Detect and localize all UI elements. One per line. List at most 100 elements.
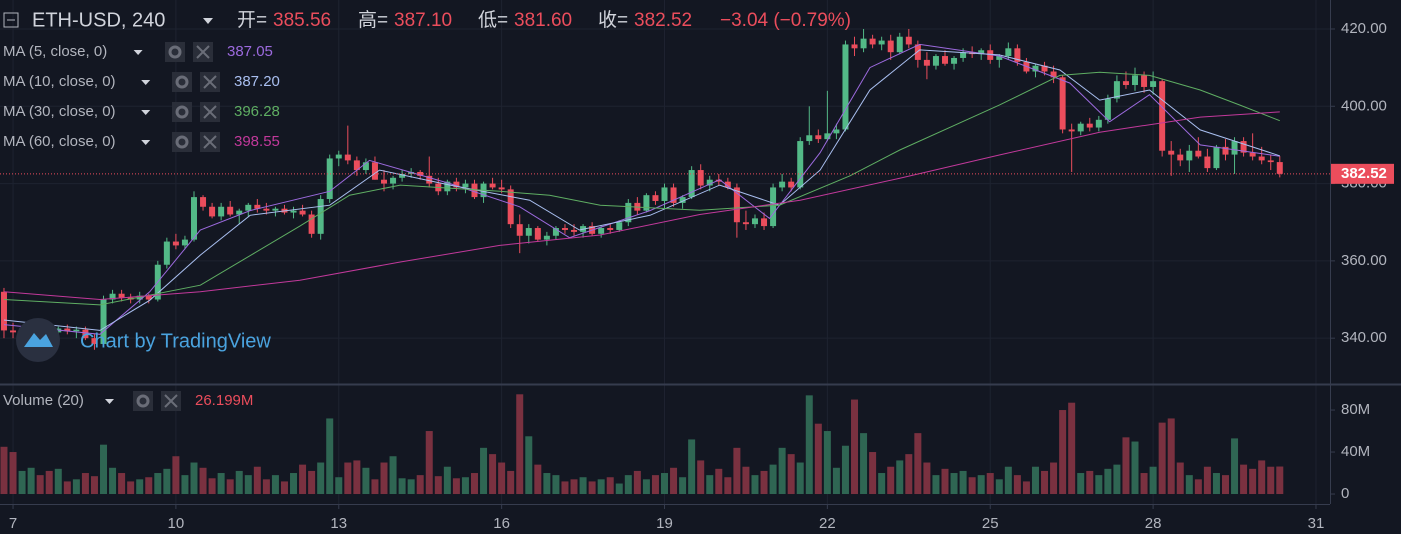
- volume-bar: [615, 483, 623, 495]
- volume-bar: [860, 433, 868, 495]
- settings-button[interactable]: [172, 102, 192, 122]
- volume-bar: [760, 470, 768, 495]
- volume-dropdown[interactable]: [105, 399, 114, 404]
- candle-body: [64, 328, 71, 332]
- x-tick-label: 10: [168, 515, 185, 532]
- volume-bar: [516, 394, 524, 495]
- settings-button[interactable]: [172, 72, 192, 92]
- candle-body: [245, 204, 252, 211]
- candle-body: [462, 183, 469, 188]
- volume-bar: [633, 470, 641, 495]
- candle-body: [1213, 146, 1220, 169]
- volume-bar: [81, 473, 89, 495]
- low-label: 低=: [478, 9, 508, 31]
- volume-bar: [832, 467, 840, 495]
- volume-bar: [235, 470, 243, 495]
- volume-bar: [416, 475, 424, 495]
- volume-name[interactable]: Volume (20): [3, 392, 84, 409]
- volume-bar: [1203, 466, 1211, 495]
- candle-body: [643, 195, 650, 211]
- volume-bar: [995, 479, 1003, 495]
- volume-bar: [434, 476, 442, 495]
- volume-bar: [932, 475, 940, 495]
- ma-name[interactable]: MA (60, close, 0): [3, 133, 116, 150]
- candle-body: [607, 228, 614, 230]
- candle-body: [227, 206, 234, 215]
- x-tick-label: 25: [982, 515, 999, 532]
- volume-bar: [461, 477, 469, 495]
- volume-bar: [986, 473, 994, 495]
- settings-icon: [168, 45, 182, 59]
- candle-body: [625, 202, 632, 223]
- candle-body: [1195, 150, 1202, 157]
- collapse-icon[interactable]: [3, 12, 19, 28]
- candle-body: [941, 56, 948, 64]
- candle-body: [0, 291, 7, 331]
- settings-button[interactable]: [172, 132, 192, 152]
- candle-body: [82, 329, 89, 339]
- volume-bar: [407, 479, 415, 495]
- volume-bar: [751, 475, 759, 495]
- settings-button[interactable]: [165, 42, 185, 62]
- volume-bar: [796, 462, 804, 495]
- candle-body: [951, 57, 958, 64]
- volume-bar: [724, 477, 732, 495]
- volume-bar: [90, 476, 98, 495]
- close-label: 收=: [598, 9, 628, 31]
- candle-body: [571, 229, 578, 232]
- volume-bar: [941, 468, 949, 495]
- settings-button[interactable]: [133, 391, 153, 411]
- x-tick-label: 7: [9, 515, 17, 532]
- volume-bar: [688, 439, 696, 495]
- ma-dropdown[interactable]: [141, 140, 151, 145]
- candle-body: [842, 44, 849, 130]
- volume-bar: [543, 473, 551, 495]
- volume-bar: [1131, 441, 1139, 495]
- volume-bar: [1267, 466, 1275, 495]
- symbol[interactable]: ETH-USD, 240: [32, 9, 165, 31]
- settings-icon: [175, 75, 189, 89]
- volume-bar: [814, 423, 822, 495]
- ma-dropdown[interactable]: [141, 80, 151, 85]
- volume-bar: [1176, 462, 1184, 495]
- volume-bar: [217, 473, 225, 495]
- ma-name[interactable]: MA (30, close, 0): [3, 103, 116, 120]
- x-tick-label: 19: [656, 515, 673, 532]
- candle-body: [978, 50, 985, 55]
- candle-body: [1122, 81, 1129, 86]
- candle-body: [399, 173, 406, 178]
- candle-body: [788, 181, 795, 188]
- candle-body: [751, 218, 758, 225]
- volume-bar: [624, 475, 632, 495]
- ma-dropdown[interactable]: [141, 110, 151, 115]
- high-value: 387.10: [394, 10, 452, 31]
- ma-dropdown[interactable]: [133, 50, 143, 55]
- close-value: 382.52: [634, 10, 692, 31]
- volume-bar: [1068, 402, 1076, 495]
- volume-bar: [1122, 437, 1130, 495]
- volume-bar: [45, 470, 53, 495]
- x-tick-label: 22: [819, 515, 836, 532]
- ma-name[interactable]: MA (10, close, 0): [3, 73, 116, 90]
- volume-bar: [561, 481, 569, 495]
- watermark-icon: [24, 333, 53, 347]
- candle-body: [561, 228, 568, 230]
- candle-body: [1222, 146, 1229, 155]
- candle-body: [1113, 81, 1120, 99]
- candle-body: [190, 197, 197, 240]
- x-tick-label: 31: [1308, 515, 1325, 532]
- close-icon: [203, 135, 217, 149]
- volume-bar: [452, 478, 460, 495]
- header: ETH-USD, 240 开= 385.56 高= 387.10 低= 381.…: [3, 9, 851, 31]
- candle-body: [498, 187, 505, 190]
- volume-bar: [823, 431, 831, 495]
- volume-bar: [959, 470, 967, 495]
- ma-name[interactable]: MA (5, close, 0): [3, 43, 107, 60]
- volume-tick-label: 0: [1341, 485, 1349, 502]
- symbol-dropdown[interactable]: [203, 18, 213, 24]
- volume-bar: [317, 462, 325, 495]
- watermark: Chart by TradingView: [16, 318, 271, 362]
- volume-bar: [706, 475, 714, 495]
- volume-bar: [742, 466, 750, 495]
